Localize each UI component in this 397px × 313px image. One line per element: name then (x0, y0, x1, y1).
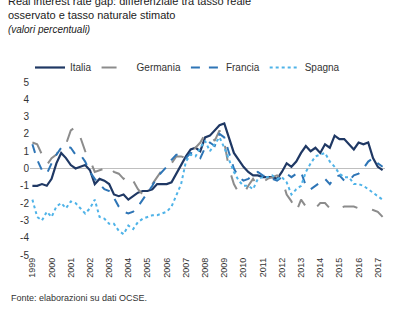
svg-text:2010: 2010 (238, 258, 248, 278)
svg-text:Italia: Italia (70, 62, 92, 73)
svg-text:2011: 2011 (258, 258, 268, 277)
svg-text:-4: -4 (20, 232, 29, 243)
svg-text:Germania: Germania (137, 62, 181, 73)
svg-text:2000: 2000 (47, 258, 57, 278)
svg-text:2001: 2001 (66, 258, 76, 278)
svg-text:2002: 2002 (85, 258, 95, 278)
svg-text:-3: -3 (20, 215, 29, 226)
svg-text:Fonte: elaborazioni su dati OC: Fonte: elaborazioni su dati OCSE. (11, 293, 147, 303)
svg-text:2004: 2004 (123, 258, 133, 278)
svg-text:Real interest rate gap: differ: Real interest rate gap: differenziale tr… (8, 0, 251, 35)
svg-text:4: 4 (23, 94, 29, 105)
svg-text:1: 1 (23, 146, 29, 157)
svg-text:2008: 2008 (200, 258, 210, 278)
svg-text:2: 2 (23, 128, 29, 139)
svg-text:2009: 2009 (219, 258, 229, 278)
svg-text:-2: -2 (20, 198, 29, 209)
svg-text:2015: 2015 (334, 258, 344, 278)
svg-text:2016: 2016 (354, 258, 364, 278)
svg-text:-5: -5 (20, 250, 29, 261)
svg-text:2003: 2003 (104, 258, 114, 278)
svg-text:2007: 2007 (181, 258, 191, 278)
svg-text:Francia: Francia (226, 62, 260, 73)
svg-text:2014: 2014 (315, 258, 325, 278)
svg-text:0: 0 (23, 163, 29, 174)
svg-text:3: 3 (23, 111, 29, 122)
svg-text:2006: 2006 (162, 258, 172, 278)
svg-text:Spagna: Spagna (305, 62, 340, 73)
svg-text:1999: 1999 (27, 258, 37, 278)
svg-text:5: 5 (23, 77, 29, 88)
svg-text:-1: -1 (20, 180, 29, 191)
svg-text:2012: 2012 (277, 258, 287, 278)
svg-text:2005: 2005 (142, 258, 152, 278)
svg-text:2013: 2013 (296, 258, 306, 278)
svg-text:2017: 2017 (373, 258, 383, 278)
